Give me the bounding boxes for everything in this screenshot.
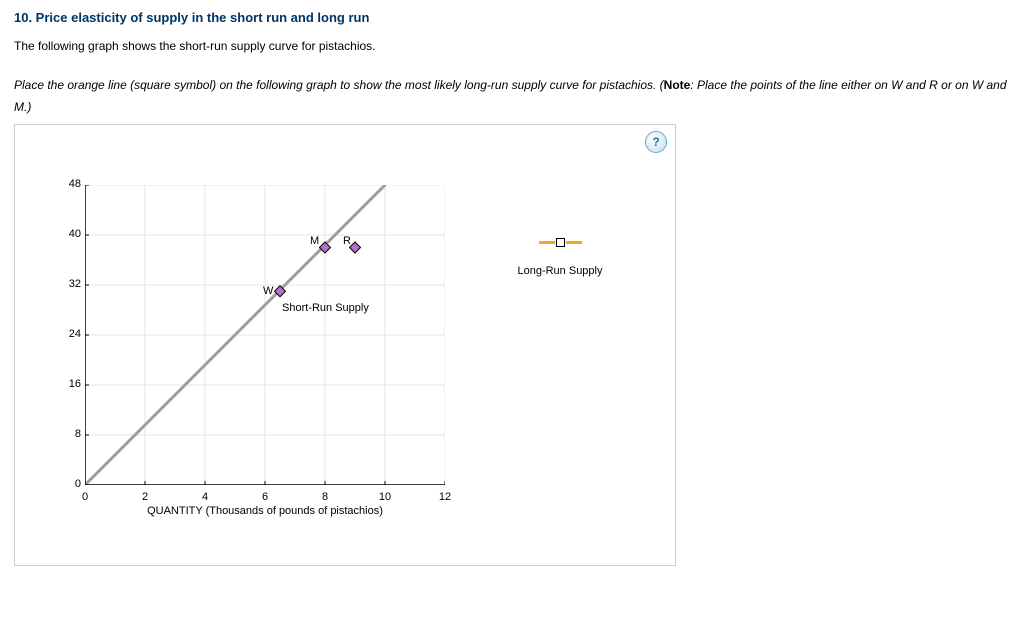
x-tick: 10	[375, 491, 395, 503]
plot-svg[interactable]	[85, 185, 445, 485]
y-tick: 32	[51, 278, 81, 290]
x-tick: 8	[315, 491, 335, 503]
marker-r-label: R	[343, 235, 351, 247]
long-run-supply-tool[interactable]	[475, 235, 645, 249]
x-tick: 4	[195, 491, 215, 503]
plot-area[interactable]: W M R Short-Run Supply	[85, 185, 445, 485]
legend: Long-Run Supply	[475, 235, 645, 277]
y-tick: 8	[51, 428, 81, 440]
legend-line-right	[566, 241, 582, 244]
y-tick: 16	[51, 378, 81, 390]
x-axis-label: QUANTITY (Thousands of pounds of pistach…	[85, 505, 445, 517]
y-axis-label: PRICE (Dollars per pound)	[37, 0, 53, 185]
help-button[interactable]: ?	[645, 131, 667, 153]
short-run-label: Short-Run Supply	[282, 302, 369, 314]
y-tick: 48	[51, 178, 81, 190]
marker-m-label: M	[310, 235, 319, 247]
marker-w-label: W	[263, 285, 273, 297]
legend-long-run-label: Long-Run Supply	[475, 265, 645, 277]
x-tick: 2	[135, 491, 155, 503]
note-label: Note	[664, 78, 691, 92]
square-icon	[556, 238, 565, 247]
legend-line-left	[539, 241, 555, 244]
intro-text: The following graph shows the short-run …	[14, 39, 1010, 53]
x-tick: 0	[75, 491, 95, 503]
instructions-pre: Place the orange line (square symbol) on…	[14, 78, 664, 92]
x-tick: 12	[435, 491, 455, 503]
y-tick: 40	[51, 228, 81, 240]
chart-panel: ? PRICE (Dollars per pound) W M R Short-…	[14, 124, 676, 566]
x-tick: 6	[255, 491, 275, 503]
y-tick: 0	[51, 478, 81, 490]
instructions: Place the orange line (square symbol) on…	[14, 75, 1010, 118]
y-tick: 24	[51, 328, 81, 340]
question-heading: 10. Price elasticity of supply in the sh…	[14, 10, 1010, 25]
